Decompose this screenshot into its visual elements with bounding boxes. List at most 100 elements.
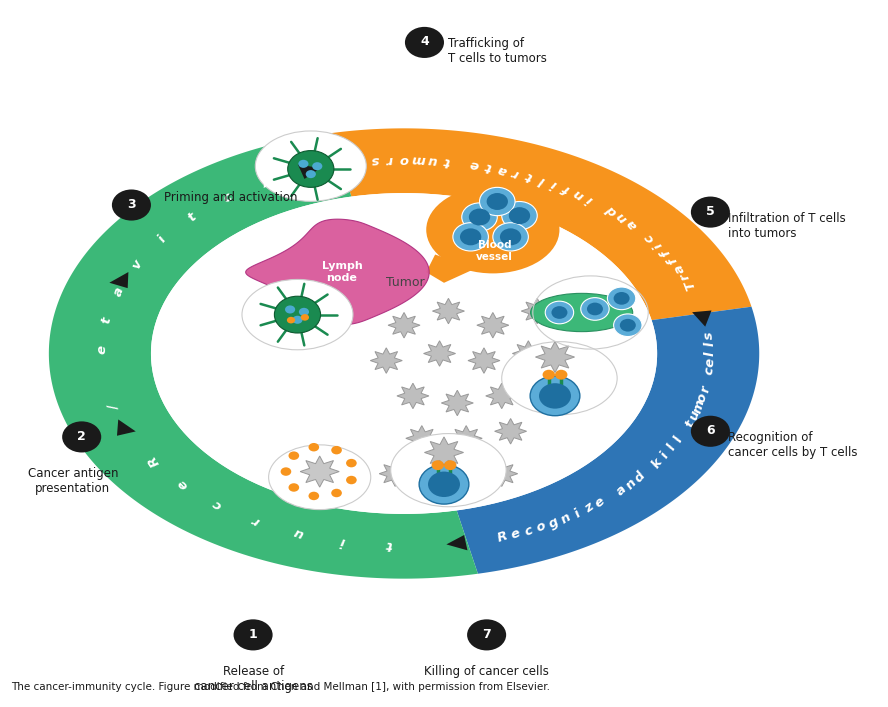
Circle shape	[453, 223, 488, 251]
Text: s: s	[702, 331, 716, 340]
Polygon shape	[379, 461, 411, 486]
Text: 7: 7	[482, 628, 491, 641]
Ellipse shape	[530, 293, 632, 332]
Polygon shape	[370, 348, 402, 373]
Circle shape	[543, 370, 555, 380]
Text: c: c	[522, 523, 535, 539]
Circle shape	[308, 491, 319, 500]
Text: t: t	[442, 154, 451, 168]
Text: i: i	[584, 192, 596, 206]
Text: g: g	[546, 515, 561, 531]
Circle shape	[274, 296, 321, 333]
Circle shape	[620, 319, 636, 332]
Text: i: i	[572, 507, 583, 520]
Polygon shape	[512, 341, 544, 366]
Circle shape	[313, 162, 322, 170]
Circle shape	[581, 298, 609, 320]
Polygon shape	[450, 426, 482, 451]
Ellipse shape	[391, 433, 506, 507]
Polygon shape	[441, 390, 473, 416]
Polygon shape	[535, 341, 575, 373]
Polygon shape	[477, 312, 509, 338]
Text: l: l	[665, 443, 678, 453]
Text: u: u	[291, 525, 305, 540]
Text: l: l	[536, 173, 546, 187]
Ellipse shape	[502, 341, 617, 415]
Text: c: c	[702, 367, 716, 375]
Circle shape	[331, 446, 342, 455]
Polygon shape	[397, 383, 429, 409]
Polygon shape	[521, 298, 553, 324]
Text: e: e	[96, 344, 109, 354]
Text: A: A	[260, 175, 275, 191]
Polygon shape	[530, 369, 562, 395]
Text: /: /	[107, 404, 122, 411]
Text: d: d	[632, 469, 648, 485]
Circle shape	[493, 223, 528, 251]
Ellipse shape	[268, 445, 370, 510]
Circle shape	[480, 187, 515, 216]
Polygon shape	[117, 419, 136, 436]
Text: 5: 5	[706, 205, 715, 218]
Text: m: m	[691, 398, 707, 415]
Text: Release of
cancer cell antigens: Release of cancer cell antigens	[194, 665, 313, 693]
Text: s: s	[371, 153, 380, 167]
Circle shape	[509, 207, 530, 224]
Text: i: i	[652, 240, 665, 250]
Text: r: r	[250, 513, 262, 527]
Text: T: T	[683, 279, 698, 291]
Text: c: c	[210, 496, 225, 511]
Text: Trafficking of
T cells to tumors: Trafficking of T cells to tumors	[448, 37, 547, 65]
Circle shape	[530, 376, 580, 416]
Polygon shape	[468, 348, 500, 373]
Text: e: e	[175, 477, 191, 491]
Text: m: m	[411, 153, 425, 166]
Text: f: f	[560, 182, 572, 196]
Circle shape	[462, 203, 497, 231]
Text: Lymph
node: Lymph node	[321, 262, 362, 283]
Text: Recognition of
cancer cells by T cells: Recognition of cancer cells by T cells	[728, 431, 858, 460]
Polygon shape	[424, 437, 464, 468]
Circle shape	[500, 228, 521, 245]
Circle shape	[285, 305, 295, 313]
Circle shape	[444, 460, 456, 470]
Ellipse shape	[242, 279, 353, 350]
Text: t: t	[484, 160, 494, 174]
Polygon shape	[447, 535, 467, 550]
Text: o: o	[535, 520, 548, 535]
Circle shape	[545, 301, 574, 324]
Polygon shape	[495, 419, 527, 444]
Text: 1: 1	[249, 628, 258, 641]
Text: l: l	[671, 435, 686, 445]
Ellipse shape	[256, 131, 367, 201]
Text: Blood
vessel: Blood vessel	[476, 240, 513, 262]
Text: a: a	[624, 216, 639, 231]
Text: c: c	[642, 230, 657, 245]
Circle shape	[460, 228, 481, 245]
Polygon shape	[424, 341, 456, 366]
Text: The cancer-immunity cycle. Figure modified from Chen and Mellman [1], with permi: The cancer-immunity cycle. Figure modifi…	[11, 682, 550, 692]
Text: 6: 6	[706, 424, 715, 437]
Polygon shape	[692, 310, 711, 327]
Polygon shape	[486, 461, 518, 486]
Text: r: r	[678, 271, 693, 282]
Circle shape	[346, 459, 357, 467]
Circle shape	[587, 303, 603, 315]
Text: a: a	[671, 262, 687, 275]
Polygon shape	[432, 298, 464, 324]
Text: v: v	[129, 257, 145, 271]
Text: i: i	[155, 233, 169, 245]
Polygon shape	[406, 426, 438, 451]
Polygon shape	[49, 133, 478, 578]
Text: n: n	[614, 209, 630, 225]
Text: i: i	[658, 450, 671, 461]
Polygon shape	[300, 456, 339, 487]
Text: 3: 3	[127, 198, 136, 211]
Text: n: n	[571, 186, 586, 201]
Polygon shape	[456, 307, 759, 574]
Text: 2: 2	[77, 430, 86, 443]
Text: f: f	[666, 255, 680, 266]
Text: R: R	[146, 453, 163, 469]
Circle shape	[614, 314, 642, 337]
Circle shape	[487, 193, 508, 210]
